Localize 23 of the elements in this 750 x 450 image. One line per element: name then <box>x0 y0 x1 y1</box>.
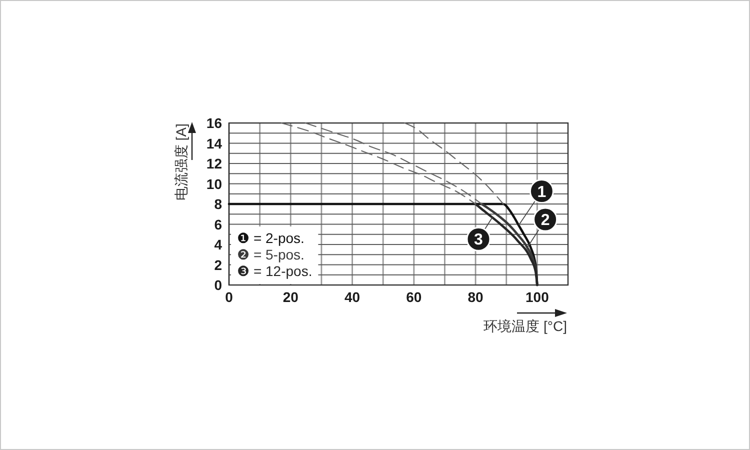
annotation: 2 <box>540 212 550 230</box>
text: ❷ = 5-pos. <box>237 246 304 262</box>
y-tick-label: 6 <box>214 216 222 232</box>
x-tick-label: 80 <box>468 289 484 305</box>
y-tick-label: 10 <box>206 176 222 192</box>
x-tick-label: 0 <box>225 289 234 305</box>
y-tick-label: 8 <box>214 196 222 212</box>
annotation: 3 <box>474 232 484 249</box>
x-axis-title: 环境温度 [°C] <box>484 318 567 334</box>
x-tick-label: 60 <box>406 289 422 305</box>
text: ❸ = 12-pos. <box>237 263 312 279</box>
y-tick-label: 0 <box>214 277 222 293</box>
x-tick-label: 40 <box>344 289 360 305</box>
y-tick-label: 2 <box>214 256 222 273</box>
x-tick-label: 100 <box>526 289 550 305</box>
x-tick-label: 20 <box>282 289 299 305</box>
y-tick-label: 12 <box>206 156 222 172</box>
y-tick-label: 14 <box>206 135 222 152</box>
y-tick-label: 16 <box>206 115 222 131</box>
series-label: ❶ = 2-pos. <box>237 230 304 246</box>
y-tick-label: 4 <box>214 236 222 252</box>
annotation: 1 <box>537 184 546 201</box>
y-axis-title: 电流强度 [A] <box>173 123 189 201</box>
